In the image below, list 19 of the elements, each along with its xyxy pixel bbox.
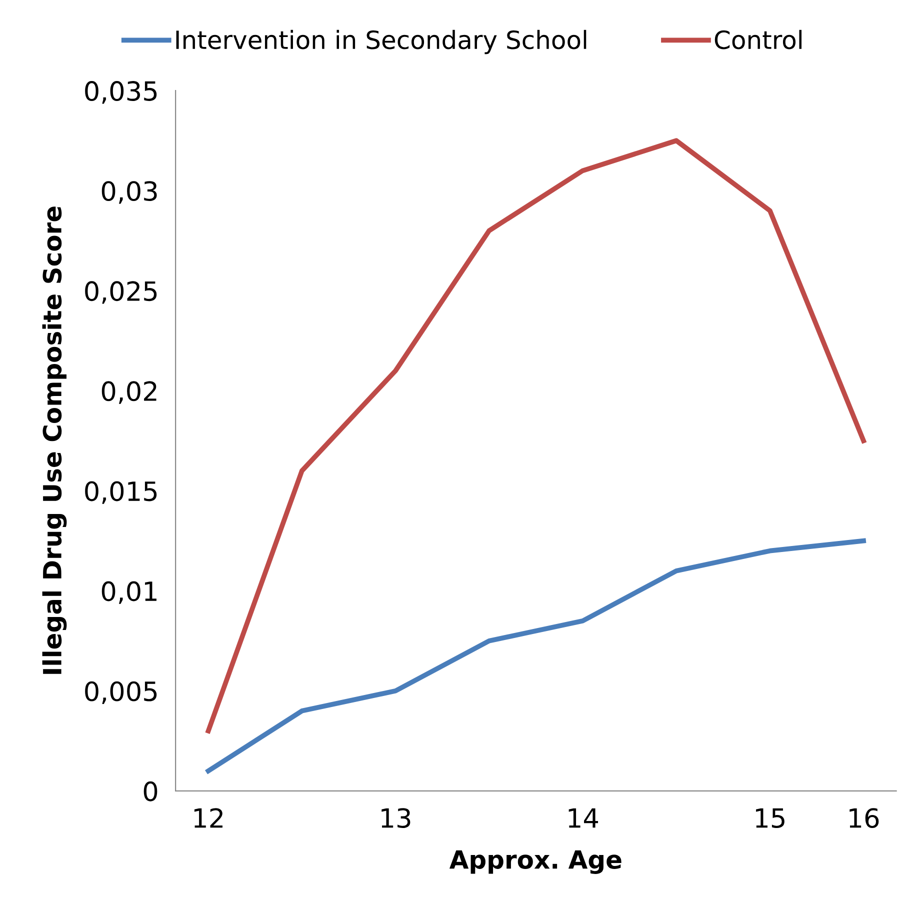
y-tick-label: 0: [144, 781, 158, 802]
line-series: [206, 538, 866, 774]
line-series: [206, 138, 866, 734]
y-tick-label: 0,015: [85, 481, 157, 504]
x-tick-label: 16: [850, 808, 879, 828]
y-axis-title: Illegal Drug Use Composite Score: [42, 206, 67, 674]
x-tick-label: 13: [382, 808, 410, 828]
y-tick-label: 0,01: [102, 581, 156, 604]
x-tick-label: 15: [756, 808, 784, 828]
y-tick-label: 0,03: [102, 181, 157, 204]
legend-label: Intervention in Secondary School: [176, 30, 586, 54]
y-tick-label: 0,005: [85, 681, 157, 704]
x-tick-label: 14: [568, 808, 598, 828]
legend-label: Control: [714, 30, 802, 50]
y-tick-label: 0,035: [85, 81, 157, 104]
y-tick-label: 0,02: [102, 381, 156, 404]
x-tick-label: 12: [194, 808, 222, 828]
y-tick-label: 0,025: [85, 281, 157, 304]
x-axis-title: Approx. Age: [449, 850, 622, 874]
